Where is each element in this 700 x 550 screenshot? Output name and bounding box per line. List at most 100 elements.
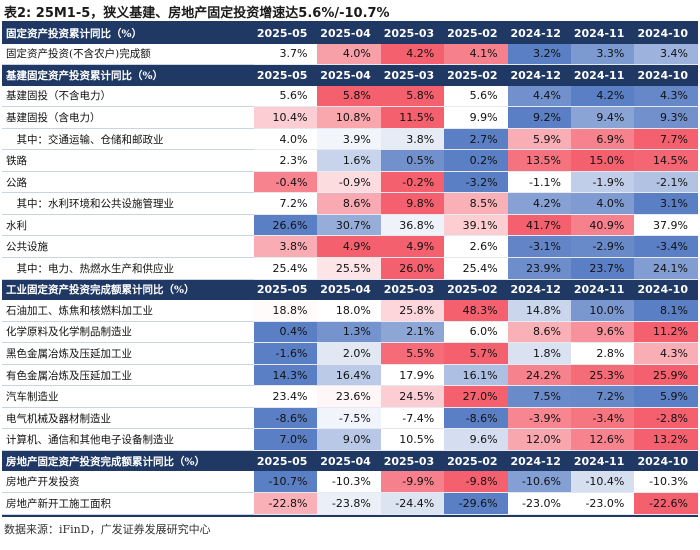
value-cell: -23.0% — [507, 493, 571, 515]
row-label: 电气机械及器材制造业 — [2, 407, 255, 430]
row-label: 房地产新开工施工面积 — [2, 493, 255, 515]
value-cell: 7.2% — [254, 193, 318, 215]
value-cell: -10.7% — [254, 471, 318, 494]
value-cell: -0.4% — [254, 171, 318, 194]
value-cell: -8.6% — [444, 407, 508, 430]
value-cell: -8.6% — [254, 407, 318, 430]
value-cell: 12.6% — [570, 429, 635, 451]
row-label: 公路 — [2, 171, 255, 194]
table-row: 计算机、通信和其他电子设备制造业 7.0% 9.0% 10.5% 9.6% 12.0% 12… — [2, 429, 698, 451]
value-cell: 8.6% — [317, 193, 381, 215]
value-cell: 2.6% — [444, 236, 508, 259]
value-cell: 25.5% — [317, 258, 381, 280]
value-cell: 8.1% — [634, 300, 698, 322]
table-row: 其中：电力、热燃水生产和供应业 25.4% 25.5% 26.0% 25.4% 23.9%… — [2, 258, 698, 280]
value-cell: 6.9% — [570, 128, 635, 151]
section-header-label: 房地产固定资产投资完成额累计同比（%） — [2, 450, 255, 472]
column-header: 2024-11 — [570, 65, 635, 86]
table-row: 电气机械及器材制造业 -8.6% -7.5% -7.4% -8.6% -3.9% -3.4%… — [2, 407, 698, 430]
value-cell: 3.8% — [380, 128, 445, 151]
value-cell: -1.6% — [254, 343, 318, 365]
value-cell: 9.3% — [634, 107, 698, 129]
value-cell: 9.9% — [444, 107, 508, 129]
value-cell: 10.5% — [380, 429, 445, 451]
column-header: 2024-10 — [634, 279, 698, 301]
column-header: 2025-02 — [444, 279, 508, 301]
value-cell: 7.7% — [634, 128, 698, 151]
table-row: 有色金属冶炼及压延加工业 14.3% 16.4% 17.9% 16.1% 24.2% 25.… — [2, 364, 698, 387]
column-header: 2025-03 — [380, 65, 445, 86]
value-cell: 25.8% — [380, 300, 445, 322]
value-cell: 4.0% — [254, 128, 318, 151]
table-row: 公路 -0.4% -0.9% -0.2% -3.2% -1.1% -1.9% -2.1% — [2, 171, 698, 194]
value-cell: 24.5% — [380, 386, 445, 408]
value-cell: 3.3% — [570, 43, 635, 66]
value-cell: -2.8% — [634, 407, 698, 430]
column-header: 2025-03 — [380, 23, 445, 44]
value-cell: 9.8% — [380, 193, 445, 215]
column-header: 2024-10 — [634, 23, 698, 44]
value-cell: 4.0% — [570, 193, 635, 215]
table-row: 其中：交通运输、仓储和邮政业 4.0% 3.9% 3.8% 2.7% 5.9% 6.9% 7.… — [2, 128, 698, 151]
value-cell: 3.7% — [254, 43, 318, 66]
table-row: 铁路 2.3% 1.6% 0.5% 0.2% 13.5% 15.0% 14.5% — [2, 150, 698, 172]
value-cell: 4.4% — [507, 85, 571, 108]
value-cell: -2.1% — [634, 171, 698, 194]
value-cell: -22.8% — [254, 493, 318, 515]
value-cell: 3.8% — [254, 236, 318, 259]
top-rule — [2, 21, 698, 23]
column-header: 2024-11 — [570, 450, 635, 472]
value-cell: 1.8% — [507, 343, 571, 365]
value-cell: 7.5% — [507, 386, 571, 408]
investment-heatmap-table: 固定资产投资累计同比（%） 2025-05 2025-04 2025-03 2025-0… — [2, 23, 698, 515]
table-row: 化学原料及化学制品制造业 0.4% 1.3% 2.1% 6.0% 8.6% 9.6% 11.2… — [2, 321, 698, 344]
value-cell: 5.7% — [444, 343, 508, 365]
value-cell: 6.0% — [444, 321, 508, 344]
value-cell: -7.4% — [380, 407, 445, 430]
value-cell: 25.4% — [444, 258, 508, 280]
column-header: 2024-12 — [507, 279, 571, 301]
row-label: 其中：水利环境和公共设施管理业 — [2, 193, 255, 215]
value-cell: -3.9% — [507, 407, 571, 430]
value-cell: -1.9% — [570, 171, 635, 194]
row-label: 石油加工、炼焦和核燃料加工业 — [2, 300, 255, 322]
value-cell: -29.6% — [444, 493, 508, 515]
value-cell: -3.4% — [634, 236, 698, 259]
column-header: 2024-11 — [570, 23, 635, 44]
value-cell: 3.9% — [317, 128, 381, 151]
value-cell: 9.4% — [570, 107, 635, 129]
value-cell: 13.5% — [507, 150, 571, 172]
column-header: 2025-04 — [317, 279, 381, 301]
value-cell: 37.9% — [634, 214, 698, 237]
value-cell: 16.4% — [317, 364, 381, 387]
value-cell: 15.0% — [570, 150, 635, 172]
value-cell: 5.8% — [317, 85, 381, 108]
value-cell: -22.6% — [634, 493, 698, 515]
value-cell: 26.0% — [380, 258, 445, 280]
value-cell: -10.4% — [570, 471, 635, 494]
value-cell: 26.6% — [254, 214, 318, 237]
section-header-row: 工业固定资产投资完成额累计同比（%） 2025-05 2025-04 2025-03 2… — [2, 279, 698, 301]
value-cell: 16.1% — [444, 364, 508, 387]
value-cell: 2.3% — [254, 150, 318, 172]
bottom-rule — [2, 515, 698, 517]
value-cell: 13.2% — [634, 429, 698, 451]
value-cell: 7.2% — [570, 386, 635, 408]
row-label: 计算机、通信和其他电子设备制造业 — [2, 429, 255, 451]
value-cell: 4.1% — [444, 43, 508, 66]
row-label: 铁路 — [2, 150, 255, 172]
value-cell: 11.2% — [634, 321, 698, 344]
table-row: 黑色金属冶炼及压延加工业 -1.6% 2.0% 5.5% 5.7% 1.8% 2.8% 4.3… — [2, 343, 698, 365]
value-cell: 2.7% — [444, 128, 508, 151]
value-cell: 10.8% — [317, 107, 381, 129]
column-header: 2024-12 — [507, 23, 571, 44]
value-cell: 8.5% — [444, 193, 508, 215]
value-cell: 41.7% — [507, 214, 571, 237]
value-cell: 0.5% — [380, 150, 445, 172]
value-cell: 5.5% — [380, 343, 445, 365]
row-label: 黑色金属冶炼及压延加工业 — [2, 343, 255, 365]
value-cell: -9.9% — [380, 471, 445, 494]
row-label: 基建固投（不含电力） — [2, 85, 255, 108]
value-cell: 4.9% — [317, 236, 381, 259]
value-cell: 40.9% — [570, 214, 635, 237]
